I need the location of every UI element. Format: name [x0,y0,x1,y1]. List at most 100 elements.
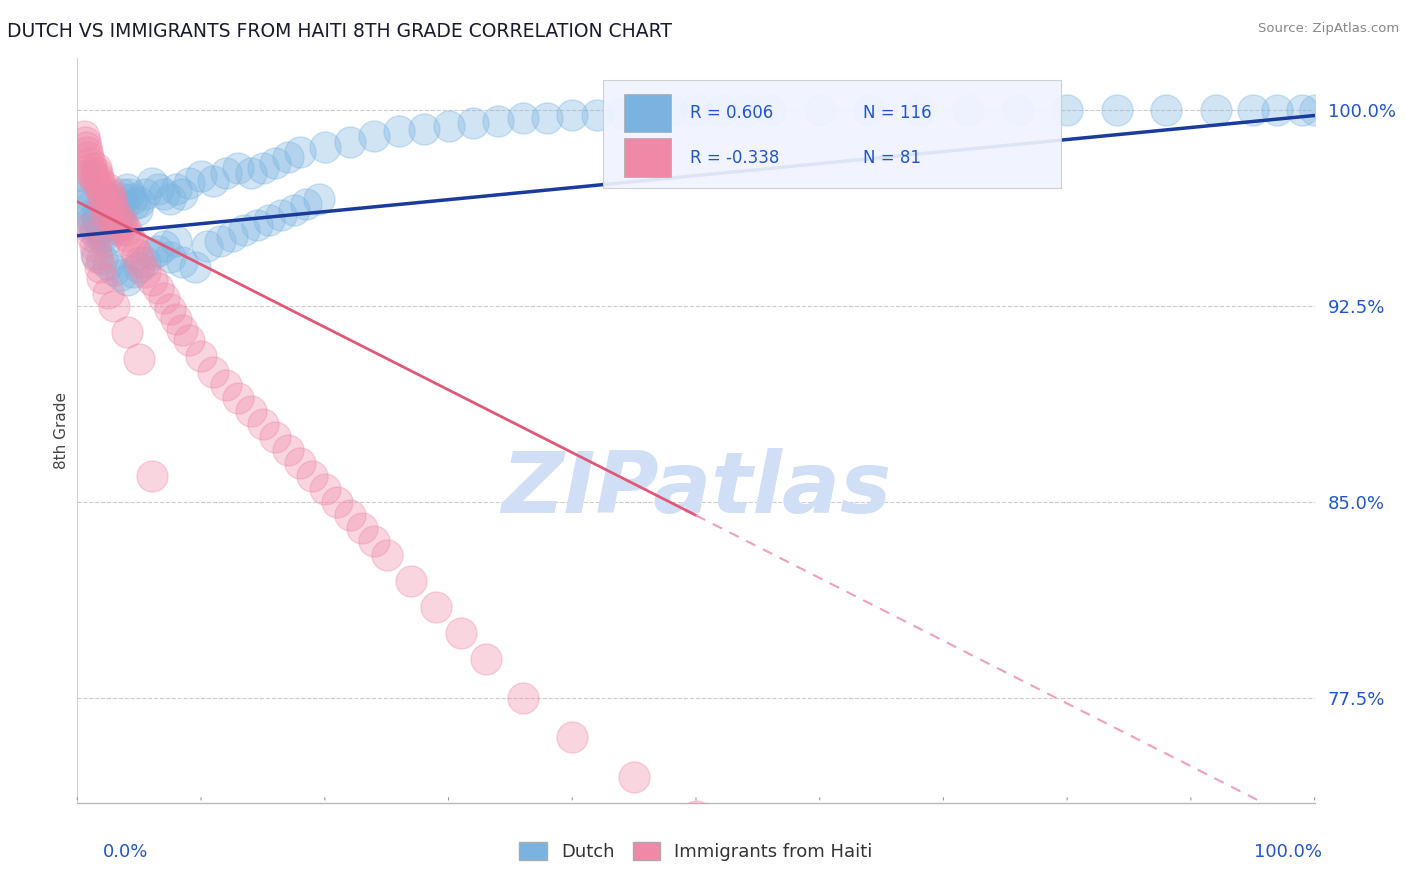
Point [73,135,96,149]
Point [277,150,299,164]
Point [104,213,127,227]
Point [685,809,707,823]
Point [808,103,831,118]
Point [159,250,181,264]
Point [110,268,132,282]
Point [536,111,558,125]
Point [858,103,880,118]
Text: 0.0%: 0.0% [103,843,148,861]
Point [79,155,101,169]
Point [226,161,249,175]
Point [623,770,645,784]
Point [153,239,176,253]
Point [101,197,124,211]
Point [295,197,318,211]
Point [84,247,107,261]
Point [141,273,163,287]
Point [80,208,103,222]
Point [86,208,108,222]
Point [96,208,118,222]
Point [190,169,212,183]
Point [172,186,194,201]
Point [110,213,132,227]
Point [103,211,125,225]
Point [91,192,114,206]
Point [165,234,187,248]
Point [79,200,101,214]
Point [83,174,105,188]
Point [79,220,101,235]
Point [277,442,299,457]
Point [91,270,114,285]
Point [75,140,97,154]
Point [486,113,509,128]
Point [105,219,128,233]
Point [115,273,138,287]
Point [125,247,148,261]
Point [363,129,385,144]
Point [375,548,398,562]
Point [425,599,447,614]
Point [120,234,142,248]
Point [239,404,262,418]
Point [82,166,104,180]
Point [512,691,534,706]
Point [89,260,111,274]
Legend: Dutch, Immigrants from Haiti: Dutch, Immigrants from Haiti [512,834,880,868]
Point [118,186,141,201]
Point [463,116,485,130]
Point [710,103,733,118]
Point [165,181,187,195]
Point [112,197,135,211]
Point [94,208,117,222]
Point [114,223,136,237]
Point [1056,103,1078,118]
Point [1205,103,1227,118]
Point [233,223,256,237]
Point [134,255,156,269]
Point [115,181,138,195]
Point [350,521,373,535]
Point [561,731,583,745]
Point [759,103,782,118]
Bar [624,138,671,178]
Point [283,202,305,217]
Point [122,265,145,279]
Point [1291,103,1313,118]
Point [363,534,385,549]
Point [128,194,150,209]
Point [90,181,112,195]
Point [226,391,249,405]
Point [108,211,131,225]
Point [128,351,150,366]
Point [128,260,150,274]
Point [90,220,112,235]
Point [96,213,118,227]
Point [98,194,121,209]
Point [98,186,121,201]
Point [288,145,311,159]
Point [586,108,609,122]
Point [172,323,194,337]
Point [122,239,145,253]
Point [561,108,583,122]
Point [153,186,176,201]
Point [80,161,103,175]
Point [957,103,980,118]
Point [111,186,134,201]
Point [474,652,496,666]
Point [91,228,114,243]
Point [1241,103,1264,118]
Point [195,239,218,253]
Point [112,192,135,206]
Point [1007,103,1029,118]
Point [103,262,125,277]
Point [103,216,125,230]
Point [107,223,129,237]
Point [77,150,100,164]
Point [257,213,280,227]
Point [107,205,129,219]
Point [86,250,108,264]
Point [264,155,287,169]
Point [91,226,114,240]
